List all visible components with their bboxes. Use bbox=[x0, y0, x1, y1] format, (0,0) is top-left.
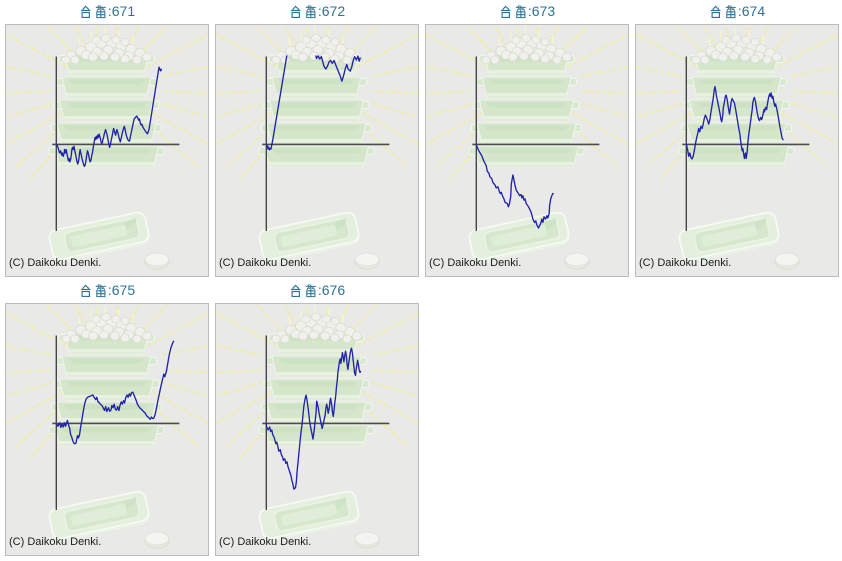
svg-text:(C) Daikoku Denki.: (C) Daikoku Denki. bbox=[429, 257, 521, 269]
svg-text:(C) Daikoku Denki.: (C) Daikoku Denki. bbox=[9, 257, 101, 269]
svg-text:(C) Daikoku Denki.: (C) Daikoku Denki. bbox=[219, 257, 311, 269]
svg-text:(C) Daikoku Denki.: (C) Daikoku Denki. bbox=[639, 257, 731, 269]
svg-text:(C) Daikoku Denki.: (C) Daikoku Denki. bbox=[9, 536, 101, 548]
svg-text:(C) Daikoku Denki.: (C) Daikoku Denki. bbox=[219, 536, 311, 548]
